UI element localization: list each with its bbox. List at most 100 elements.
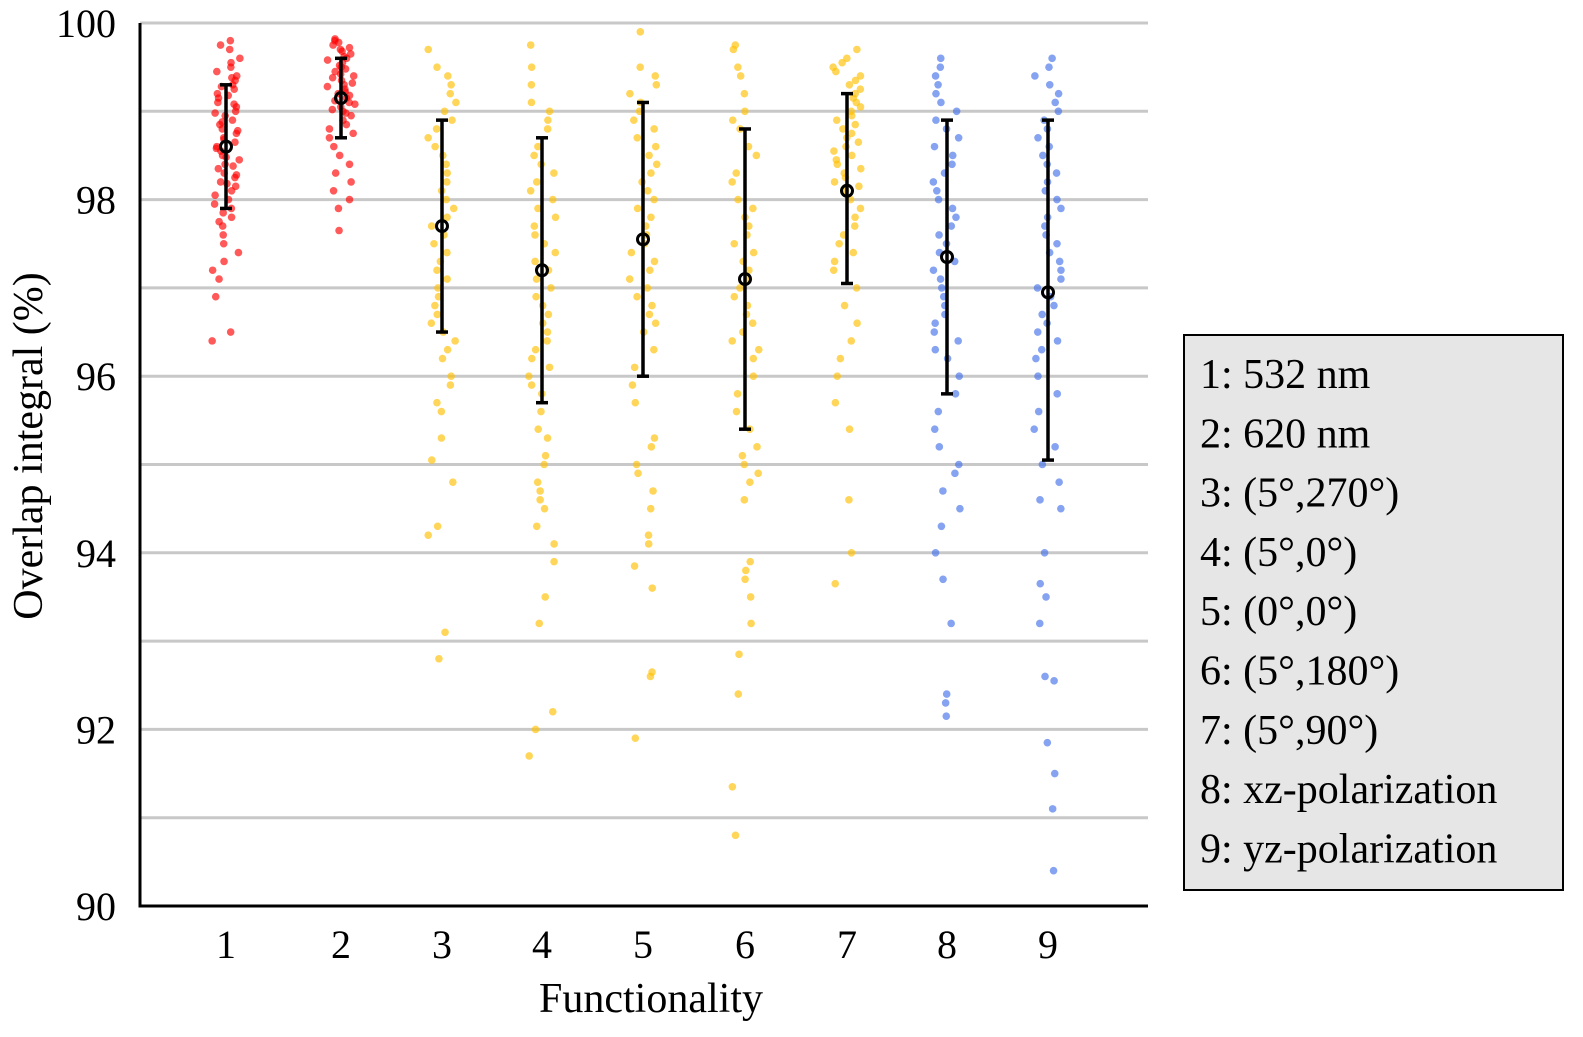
legend-entry: 1: 532 nm [1200,352,1371,398]
data-point [438,354,447,363]
data-point [929,266,938,275]
data-point [632,460,641,469]
data-point [226,36,235,45]
data-point [208,337,216,345]
data-point [323,82,332,91]
data-point [1053,195,1061,204]
data-point [832,67,840,76]
data-point [1038,460,1047,469]
data-point [437,434,446,442]
data-point [742,566,750,575]
data-point [646,266,654,275]
data-point [547,284,555,292]
data-point [548,707,557,716]
mean-marker [636,232,650,247]
data-point [532,292,540,301]
data-point [729,45,738,54]
data-point [952,107,961,116]
data-point [833,160,842,169]
data-point [334,204,343,213]
mean-marker [535,263,549,278]
data-point [550,540,558,548]
data-point [551,213,560,222]
data-point [752,151,761,160]
data-point [226,328,235,336]
data-point [749,354,758,363]
data-point [954,460,963,469]
data-point [1049,866,1058,875]
data-point [651,72,660,80]
data-point [531,231,539,239]
data-point [1037,345,1046,354]
data-point [214,164,223,173]
data-point [831,398,840,407]
data-point [947,619,955,628]
data-point [1055,478,1063,486]
data-point [633,204,642,213]
data-point [948,151,957,160]
data-point [528,354,536,363]
data-point [929,178,938,186]
data-point [645,310,654,319]
data-point [951,469,959,478]
data-point [746,593,755,601]
data-point [328,73,337,82]
data-point [541,593,550,601]
data-point [535,619,544,628]
data-point [736,72,745,80]
data-point [449,478,457,486]
data-point [432,125,441,133]
data-point [544,310,553,319]
legend-entry: 6: (5°,180°) [1200,649,1399,695]
data-point [648,301,656,310]
data-point [741,575,749,584]
x-tick-labels: 1 2 3 4 5 6 7 8 9 [216,922,1058,967]
data-point [443,345,452,354]
data-point [1057,275,1065,283]
data-point [838,58,846,67]
data-point [216,178,225,186]
data-point [636,28,645,36]
data-point [231,107,240,116]
data-point [433,266,441,275]
data-point [749,204,757,213]
data-point [536,496,544,504]
data-point [541,451,550,460]
data-point [646,672,655,681]
data-point [745,266,753,275]
data-point [433,522,442,531]
data-point [829,266,838,275]
data-point [227,186,236,195]
data-point [443,213,451,222]
legend-entry: 4: (5°,0°) [1200,530,1357,576]
data-point [1054,107,1063,116]
x-tick-label: 7 [837,922,857,967]
data-point [427,222,436,230]
data-point [854,138,863,147]
data-point [1042,593,1050,601]
data-point [210,200,219,208]
data-point [349,129,357,138]
data-point [937,284,946,292]
data-points [208,28,1065,875]
data-point [633,292,641,301]
data-point [857,164,865,173]
data-point [936,54,945,63]
data-point [345,43,354,52]
data-point [647,213,655,222]
data-point [1053,390,1062,398]
data-point [652,81,661,89]
data-point [448,116,456,124]
data-point [218,125,227,133]
data-point [736,284,744,292]
data-point [745,222,753,230]
data-point [1053,239,1061,248]
data-point [633,133,642,142]
data-point [435,654,443,663]
data-point [833,372,842,381]
data-point [208,266,217,275]
data-point [227,213,236,222]
data-point [936,275,945,283]
data-point [935,231,943,239]
data-point [235,156,244,164]
